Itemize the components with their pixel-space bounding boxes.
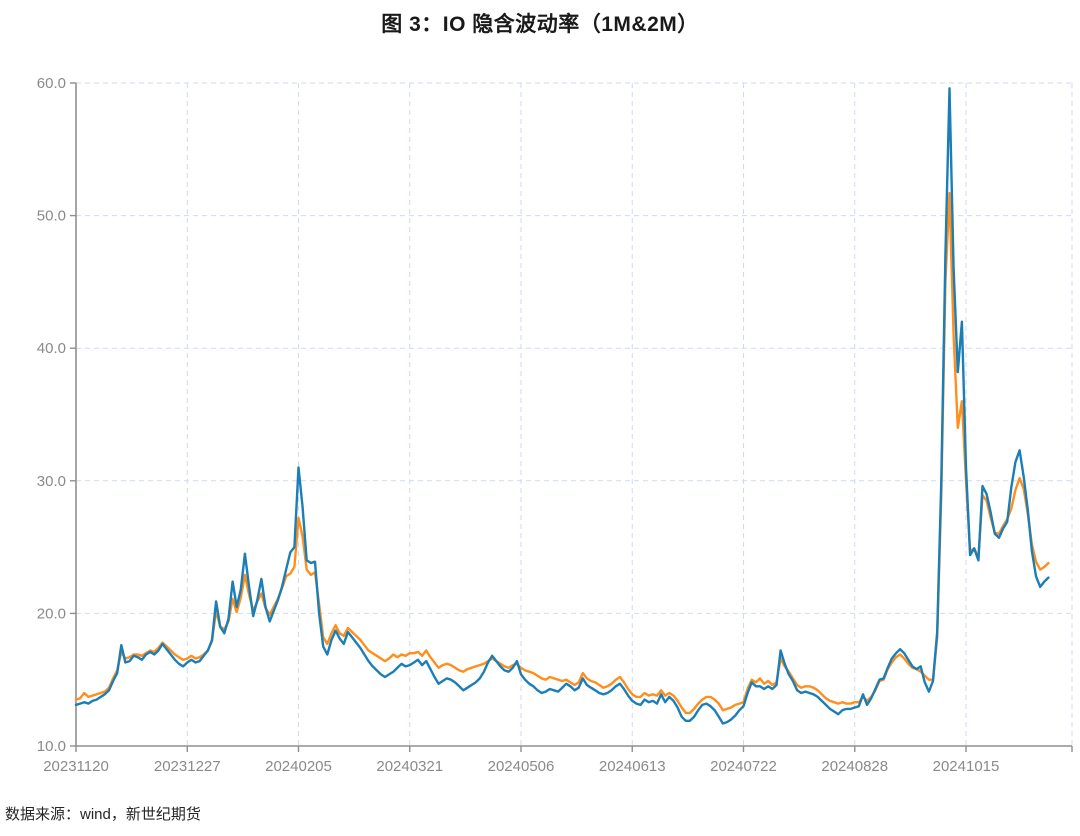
svg-text:60.0: 60.0: [37, 75, 66, 92]
svg-text:20240321: 20240321: [376, 758, 443, 775]
svg-text:20240613: 20240613: [599, 758, 666, 775]
chart-title: 图 3：IO 隐含波动率（1M&2M）: [381, 13, 699, 36]
svg-text:20240828: 20240828: [821, 758, 888, 775]
svg-text:20240722: 20240722: [710, 758, 777, 775]
svg-text:20231120: 20231120: [43, 758, 109, 775]
volatility-chart: 10.0 20.0 30.0 40.0 50.0 60.0 20231120 20231227…: [37, 75, 1073, 775]
svg-text:20241015: 20241015: [933, 758, 1000, 775]
svg-text:20.0: 20.0: [37, 605, 66, 622]
svg-text:20231227: 20231227: [154, 758, 221, 775]
svg-text:50.0: 50.0: [37, 208, 66, 225]
svg-text:40.0: 40.0: [37, 340, 66, 357]
svg-text:20240506: 20240506: [488, 758, 555, 775]
svg-text:30.0: 30.0: [37, 473, 66, 490]
source-note: 数据来源：wind，新世纪期货: [5, 806, 201, 823]
svg-text:10.0: 10.0: [37, 738, 66, 755]
svg-text:20240205: 20240205: [265, 758, 332, 775]
